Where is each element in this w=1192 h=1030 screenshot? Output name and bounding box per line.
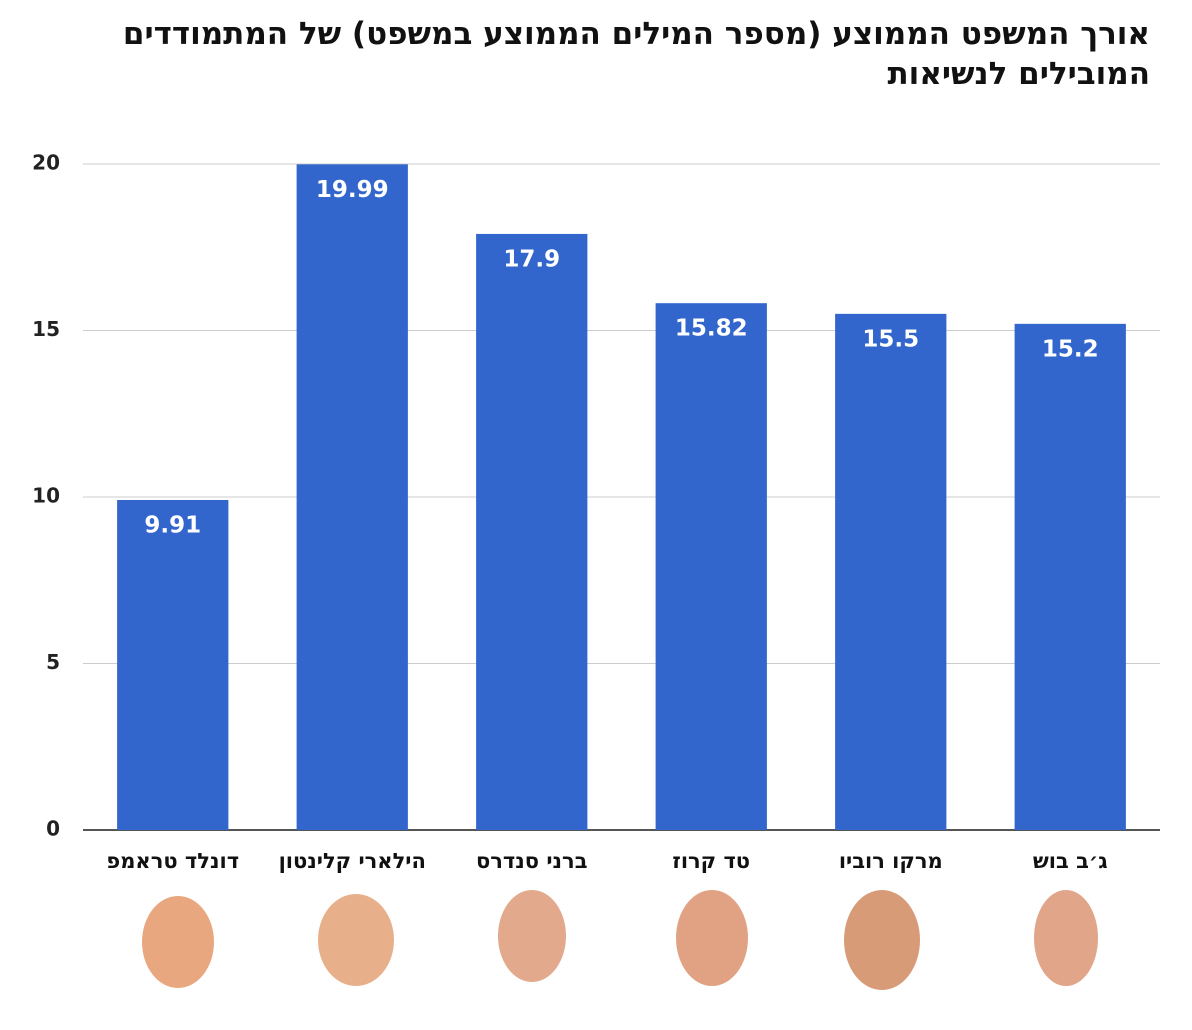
portraits xyxy=(142,890,1098,990)
bar xyxy=(835,313,947,831)
x-tick-label: הילארי קלינטון xyxy=(279,849,426,873)
portrait xyxy=(844,890,920,990)
bar xyxy=(476,233,588,830)
data-label: 15.82 xyxy=(675,316,748,342)
y-tick-label: 10 xyxy=(32,484,60,508)
x-tick-label: טד קרוז xyxy=(672,849,750,873)
bar xyxy=(296,164,408,830)
portrait xyxy=(142,896,214,988)
bar xyxy=(655,303,767,831)
portrait xyxy=(498,890,566,982)
x-tick-label: ברני סנדרס xyxy=(476,849,588,873)
x-tick-label: דונלד טראמפ xyxy=(106,849,239,873)
x-tick-label: מרקו רוביו xyxy=(839,849,943,873)
y-tick-label: 5 xyxy=(46,650,60,674)
bar xyxy=(117,499,229,830)
y-tick-label: 0 xyxy=(46,817,60,841)
y-tick-label: 15 xyxy=(32,317,60,341)
chart-title: אורך המשפט הממוצע (מספר המילים הממוצע במ… xyxy=(122,16,1150,92)
data-label: 9.91 xyxy=(144,512,201,538)
data-label: 15.5 xyxy=(862,326,919,352)
y-tick-label: 20 xyxy=(32,151,60,175)
bar xyxy=(1014,323,1126,830)
portrait xyxy=(1034,890,1098,986)
x-tick-label: ג׳ב בוש xyxy=(1033,849,1108,873)
data-label: 17.9 xyxy=(503,246,560,272)
portrait xyxy=(676,890,748,986)
portrait xyxy=(318,894,394,986)
data-label: 19.99 xyxy=(316,177,389,203)
data-label: 15.2 xyxy=(1042,336,1099,362)
